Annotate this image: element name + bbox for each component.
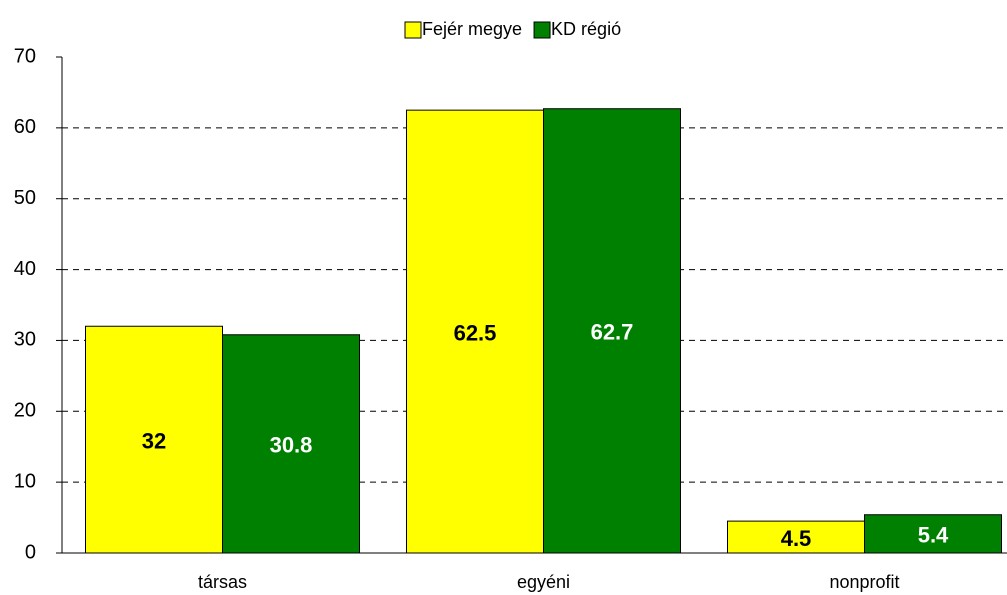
bar bbox=[406, 109, 544, 554]
legend-label: KD régió bbox=[551, 19, 621, 39]
x-tick-label: egyéni bbox=[517, 572, 570, 592]
y-tick-label: 50 bbox=[14, 187, 36, 209]
legend-swatch bbox=[533, 21, 551, 39]
y-tick-label: 60 bbox=[14, 116, 36, 138]
value-label: 4.5 bbox=[781, 526, 812, 551]
x-tick-label: nonprofit bbox=[829, 572, 899, 592]
bar bbox=[222, 334, 360, 554]
value-label: 30.8 bbox=[270, 433, 313, 458]
value-label: 62.7 bbox=[591, 320, 634, 345]
y-tick-label: 20 bbox=[14, 400, 36, 422]
legend-label: Fejér megye bbox=[422, 19, 522, 39]
bar bbox=[85, 325, 223, 554]
y-tick-label: 40 bbox=[14, 258, 36, 280]
y-tick-label: 0 bbox=[25, 541, 36, 563]
legend-swatch bbox=[404, 21, 422, 39]
y-tick-label: 70 bbox=[14, 45, 36, 67]
y-tick-label: 30 bbox=[14, 329, 36, 351]
x-tick-label: társas bbox=[198, 572, 247, 592]
value-label: 62.5 bbox=[454, 320, 497, 345]
value-label: 32 bbox=[142, 428, 166, 453]
bar bbox=[543, 108, 681, 554]
value-label: 5.4 bbox=[918, 523, 949, 548]
y-tick-label: 10 bbox=[14, 470, 36, 492]
